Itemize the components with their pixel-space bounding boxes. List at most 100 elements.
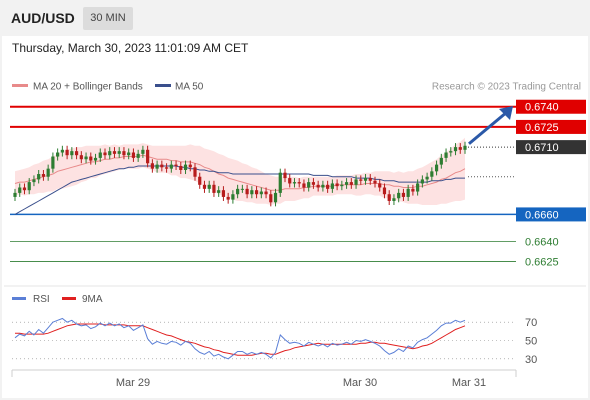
- candle-body: [108, 151, 112, 156]
- candle-body: [240, 188, 244, 190]
- candle-body: [420, 179, 424, 184]
- candle-body: [155, 164, 159, 169]
- candle-body: [231, 194, 235, 200]
- candle-body: [363, 178, 368, 181]
- rsi-9ma-line: [15, 323, 466, 356]
- candle-body: [188, 164, 192, 168]
- candle-body: [273, 192, 278, 203]
- candle-body: [416, 183, 420, 192]
- candle-body: [207, 184, 211, 189]
- candle-body: [18, 187, 22, 193]
- rsi-grid: 70 50 30: [12, 317, 537, 366]
- candle-body: [359, 179, 363, 181]
- candle-body: [84, 156, 88, 160]
- candle-body: [46, 168, 50, 177]
- chart-header: AUD/USD 30 MIN: [0, 0, 590, 36]
- candle-body: [117, 151, 121, 154]
- level-tags: 0.6740 0.6725 0.6710 0.6660 0.6640 0.6625: [516, 99, 586, 269]
- candle-body: [382, 187, 387, 195]
- chart-datetime: Thursday, March 30, 2023 11:01:09 AM CET: [12, 41, 249, 55]
- candle-body: [311, 182, 316, 185]
- candle-body: [79, 155, 83, 160]
- candle-body: [193, 167, 197, 177]
- timeframe-badge[interactable]: 30 MIN: [83, 7, 133, 30]
- level-tag-06710: 0.6710: [525, 142, 559, 154]
- level-tag-06740: 0.6740: [525, 102, 559, 114]
- candle-body: [93, 157, 98, 161]
- candle-body: [340, 184, 344, 187]
- candle-body: [51, 156, 55, 169]
- forecast-arrow-shaft: [468, 110, 508, 145]
- candle-body: [254, 190, 259, 195]
- candle-body: [297, 182, 301, 184]
- candle-body: [378, 183, 382, 188]
- candle-body: [278, 172, 282, 193]
- candle-body: [344, 182, 349, 185]
- candle-body: [354, 179, 358, 185]
- candle-body: [321, 184, 325, 188]
- level-tag-06660: 0.6660: [525, 209, 559, 221]
- legend-ma50-label: MA 50: [175, 82, 204, 93]
- candle-body: [198, 176, 202, 185]
- candle-body: [439, 157, 443, 165]
- candle-body: [411, 188, 415, 192]
- candle-body: [136, 153, 140, 158]
- legend-9ma-label: 9MA: [82, 294, 103, 305]
- level-tag-06725-bg: [516, 119, 586, 134]
- candle-body: [368, 178, 372, 181]
- candle-body: [221, 190, 226, 197]
- candle-body: [245, 188, 249, 195]
- candlesticks: [13, 141, 467, 207]
- candle-body: [32, 179, 36, 183]
- candle-body: [202, 184, 207, 189]
- candle-body: [174, 164, 178, 166]
- forecast-arrow: [468, 106, 513, 145]
- candle-body: [160, 164, 164, 168]
- candle-body: [406, 188, 410, 197]
- candle-body: [127, 152, 131, 156]
- candle-body: [326, 184, 330, 189]
- candle-body: [98, 152, 102, 158]
- level-tag-06640: 0.6640: [525, 236, 559, 248]
- candle-body: [463, 145, 467, 150]
- candle-body: [112, 151, 117, 154]
- ma50-line: [14, 165, 465, 215]
- candle-body: [302, 183, 306, 188]
- candle-body: [122, 151, 126, 156]
- candle-body: [74, 151, 79, 156]
- candle-body: [288, 178, 292, 184]
- ma20-line: [14, 154, 466, 191]
- legend-9ma-swatch: [62, 297, 76, 300]
- candle-body: [264, 191, 268, 195]
- candle-body: [22, 187, 27, 191]
- candle-body: [37, 174, 41, 180]
- candle-body: [65, 149, 69, 156]
- candle-body: [150, 163, 154, 169]
- candle-body: [164, 167, 169, 169]
- candle-body: [217, 190, 221, 193]
- candle-body: [141, 149, 145, 154]
- candle-body: [425, 176, 429, 180]
- forecast-arrow-head: [499, 106, 513, 120]
- candle-body: [449, 151, 453, 153]
- candle-body: [27, 182, 31, 191]
- candle-body: [316, 184, 320, 188]
- level-tag-06740-bg: [516, 99, 586, 114]
- x-tick-label: Mar 30: [343, 377, 377, 389]
- candle-body: [397, 192, 401, 199]
- candle-body: [236, 188, 240, 195]
- candle-body: [103, 152, 107, 156]
- candle-body: [179, 165, 183, 170]
- candle-body: [41, 174, 46, 177]
- chart-panel: [2, 36, 588, 398]
- x-tick-label: Mar 29: [116, 377, 150, 389]
- candle-body: [444, 152, 448, 158]
- legend-ma20-label: MA 20 + Bollinger Bands: [33, 82, 143, 93]
- candle-body: [373, 180, 377, 184]
- moving-averages: [14, 154, 466, 215]
- rsi-tick-label: 50: [525, 336, 537, 348]
- legend-rsi-label: RSI: [33, 294, 50, 305]
- level-tag-06660-bg: [516, 207, 586, 222]
- candle-body: [269, 194, 273, 203]
